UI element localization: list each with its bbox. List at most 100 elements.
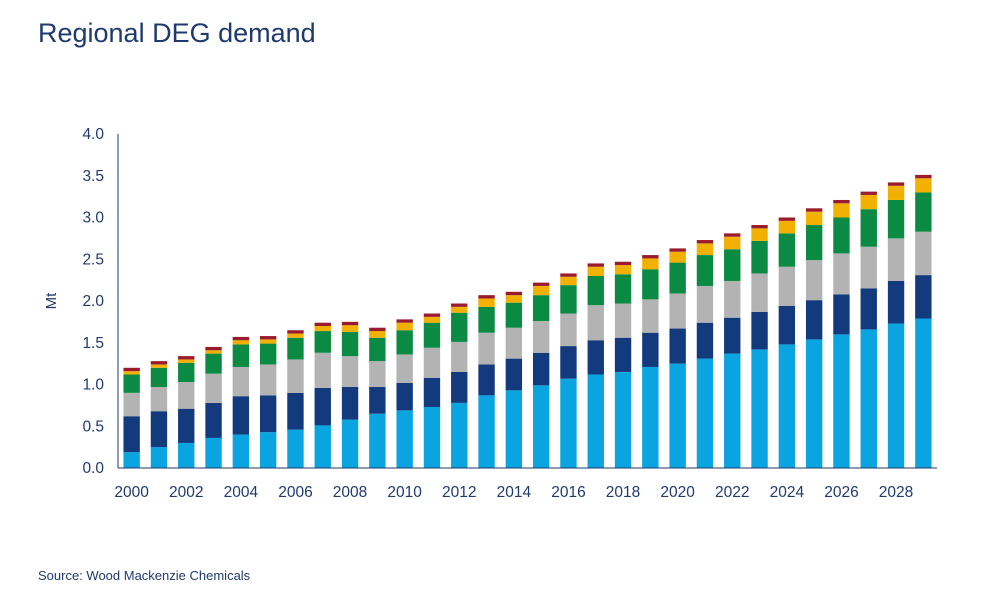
bar-segment bbox=[860, 209, 877, 247]
source-note: Source: Wood Mackenzie Chemicals bbox=[38, 568, 251, 583]
bar-segment bbox=[696, 285, 714, 323]
bar-segment bbox=[178, 408, 195, 443]
bar-segment bbox=[751, 349, 768, 468]
bar-segment bbox=[123, 416, 140, 453]
bar-segment bbox=[642, 366, 659, 468]
bar-segment bbox=[669, 363, 686, 468]
x-tick-label: 2022 bbox=[715, 484, 749, 501]
bar-segment bbox=[805, 339, 823, 468]
bar-segment bbox=[805, 211, 823, 226]
bar-segment bbox=[532, 285, 550, 296]
bar-segment bbox=[696, 243, 714, 256]
bar-segment bbox=[778, 266, 796, 307]
bar-segment bbox=[833, 217, 850, 254]
bar-segment bbox=[833, 334, 850, 468]
bar-segment bbox=[532, 282, 550, 286]
bar-segment bbox=[396, 410, 413, 468]
bar-segment bbox=[614, 371, 632, 468]
bar-segment bbox=[587, 275, 604, 306]
chart-title: Regional DEG demand bbox=[38, 18, 316, 48]
x-tick-label: 2008 bbox=[333, 484, 367, 501]
bar-segment bbox=[341, 321, 359, 326]
bar-segment bbox=[150, 367, 168, 388]
bar-segment bbox=[560, 285, 577, 314]
bar-segment bbox=[724, 249, 741, 281]
bar-segment bbox=[915, 178, 932, 193]
bar-segment bbox=[259, 395, 277, 433]
bar-segment bbox=[860, 288, 877, 330]
x-tick-label: 2020 bbox=[660, 484, 695, 501]
bar-segment bbox=[314, 331, 331, 353]
bar-segment bbox=[123, 371, 140, 375]
bar-segment bbox=[669, 248, 686, 252]
bar-segment bbox=[614, 265, 632, 275]
bar-segment bbox=[232, 434, 250, 468]
bar-segment bbox=[642, 332, 659, 367]
bar-segment bbox=[423, 377, 441, 408]
bar-segment bbox=[887, 185, 905, 200]
bar-segment bbox=[396, 354, 413, 383]
bar-segment bbox=[642, 269, 659, 300]
y-tick-label: 0.0 bbox=[82, 460, 104, 477]
bar-segment bbox=[751, 225, 768, 229]
bar-segment bbox=[287, 392, 304, 430]
bar-segment bbox=[778, 306, 796, 345]
x-tick-label: 2028 bbox=[879, 484, 913, 501]
bar-segment bbox=[396, 382, 413, 411]
bar-segment bbox=[778, 344, 796, 468]
bar-segment bbox=[833, 253, 850, 295]
bar-segment bbox=[314, 387, 331, 426]
bar-segment bbox=[423, 313, 441, 317]
x-tick-label: 2016 bbox=[551, 484, 585, 501]
y-tick-label: 0.5 bbox=[82, 418, 104, 435]
bar-segment bbox=[915, 192, 932, 232]
bar-segment bbox=[451, 312, 468, 342]
bar-segment bbox=[751, 311, 768, 350]
bar-segment bbox=[369, 337, 386, 362]
bar-segment bbox=[150, 447, 168, 468]
x-tick-label: 2026 bbox=[824, 484, 858, 501]
bar-segment bbox=[478, 332, 495, 365]
x-tick-label: 2014 bbox=[497, 484, 532, 501]
bar-segment bbox=[642, 258, 659, 270]
bar-segment bbox=[560, 378, 577, 468]
bar-segment bbox=[696, 240, 714, 244]
bar-segment bbox=[805, 225, 823, 261]
bar-segment bbox=[205, 350, 222, 354]
y-tick-label: 1.0 bbox=[82, 377, 104, 394]
bar-segment bbox=[532, 295, 550, 322]
bar-segment bbox=[478, 295, 495, 299]
bar-segment bbox=[178, 362, 195, 382]
bar-segment bbox=[287, 330, 304, 334]
bar-segment bbox=[369, 387, 386, 414]
bar-segment bbox=[915, 174, 932, 179]
y-tick-label: 3.0 bbox=[82, 210, 104, 227]
bar-segment bbox=[587, 340, 604, 375]
bar-segment bbox=[833, 203, 850, 218]
bar-segment bbox=[178, 356, 195, 360]
y-tick-labels: 0.0 0.5 1.0 1.5 2.0 2.5 3.0 3.5 4.0 bbox=[82, 126, 104, 477]
bar-segment bbox=[560, 313, 577, 347]
bar-segment bbox=[150, 364, 168, 368]
bar-segment bbox=[287, 333, 304, 338]
bar-segment bbox=[833, 199, 850, 204]
bar-segment bbox=[833, 294, 850, 335]
bar-segment bbox=[614, 261, 632, 266]
bar-segment bbox=[259, 343, 277, 365]
bar-segment bbox=[587, 266, 604, 276]
x-tick-label: 2004 bbox=[224, 484, 259, 501]
bar-segment bbox=[724, 280, 741, 318]
bar-segment bbox=[587, 263, 604, 267]
bar-segment bbox=[805, 260, 823, 301]
bar-segment bbox=[178, 359, 195, 363]
bar-segment bbox=[369, 331, 386, 338]
bar-segment bbox=[724, 233, 741, 237]
x-tick-labels: 2000 2002 2004 2006 2008 2010 2012 2014 2016 2018… bbox=[114, 484, 913, 501]
y-axis-label: Mt bbox=[43, 292, 60, 309]
bar-segment bbox=[205, 402, 222, 438]
bar-segment bbox=[150, 387, 168, 412]
bar-segment bbox=[287, 429, 304, 468]
bar-segment bbox=[341, 387, 359, 420]
bar-segment bbox=[287, 337, 304, 360]
